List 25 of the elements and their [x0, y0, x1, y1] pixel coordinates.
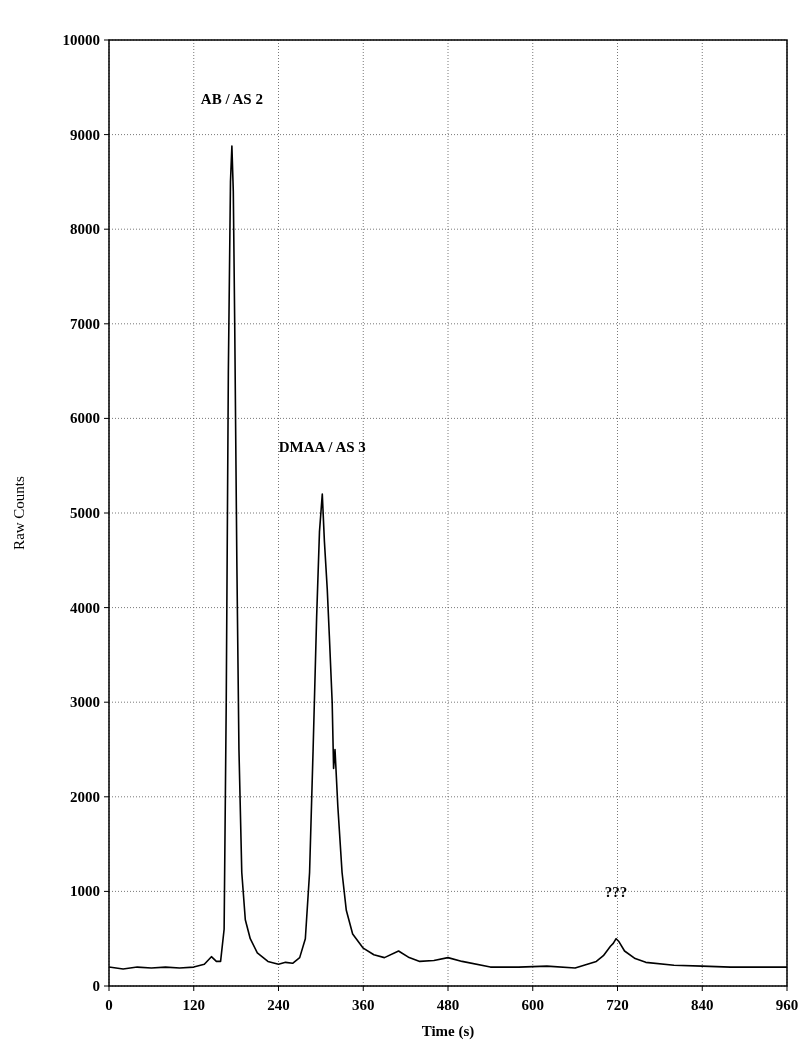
y-tick-label: 7000 [70, 315, 100, 332]
annotation: DMAA / AS 3 [278, 439, 366, 456]
x-tick-label: 960 [775, 997, 798, 1013]
x-axis-title: Time (s) [421, 1023, 475, 1040]
x-tick-label: 840 [691, 997, 714, 1013]
x-tick-label: 600 [521, 997, 544, 1013]
y-tick-label: 3000 [70, 694, 100, 711]
x-tick-label: 720 [606, 997, 629, 1013]
x-tick-label: 240 [267, 997, 290, 1013]
x-tick-label: 120 [182, 997, 205, 1013]
x-tick-label: 0 [105, 997, 113, 1013]
annotation: AB / AS 2 [200, 90, 263, 107]
y-tick-label: 10000 [62, 32, 100, 48]
y-tick-label: 2000 [70, 788, 100, 805]
y-tick-label: 5000 [70, 505, 100, 521]
x-tick-label: 480 [436, 997, 460, 1013]
y-tick-label: 9000 [70, 126, 100, 143]
y-tick-label: 1000 [70, 883, 100, 900]
y-tick-label: 0 [92, 978, 100, 994]
x-tick-label: 360 [352, 997, 375, 1013]
y-tick-label: 6000 [70, 410, 100, 427]
y-axis-title: Raw Counts [11, 475, 27, 550]
annotation: ??? [604, 883, 628, 900]
y-tick-label: 8000 [70, 221, 100, 238]
y-tick-label: 4000 [70, 599, 100, 616]
